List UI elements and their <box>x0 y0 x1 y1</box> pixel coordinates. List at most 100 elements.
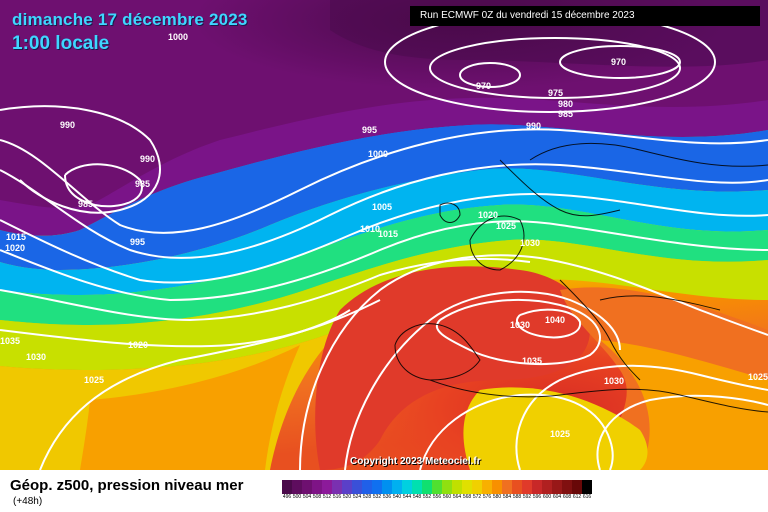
forecast-date: dimanche 17 décembre 2023 <box>12 10 248 29</box>
legend-swatch <box>442 480 452 494</box>
pressure-label: 1035 <box>0 336 20 346</box>
legend-tick-label: 528 <box>362 494 372 500</box>
pressure-label: 1025 <box>550 429 570 439</box>
legend-swatch <box>292 480 302 494</box>
legend-swatch <box>302 480 312 494</box>
legend-swatch <box>282 480 292 494</box>
coastlines <box>394 143 768 413</box>
legend-tick-label: 568 <box>462 494 472 500</box>
legend-swatch <box>482 480 492 494</box>
legend-swatch <box>402 480 412 494</box>
legend-swatch <box>582 480 592 494</box>
legend-swatch <box>382 480 392 494</box>
legend-swatch <box>312 480 322 494</box>
model-run-info: Run ECMWF 0Z du vendredi 15 décembre 202… <box>410 6 760 26</box>
legend-tick-label: 512 <box>322 494 332 500</box>
legend-swatch <box>372 480 382 494</box>
pressure-label: 1025 <box>748 372 768 382</box>
pressure-label: 970 <box>611 57 626 67</box>
legend-tick-label: 552 <box>422 494 432 500</box>
pressure-label: 985 <box>135 179 150 189</box>
legend-swatch <box>542 480 552 494</box>
pressure-label: 1005 <box>372 202 392 212</box>
pressure-label: 1015 <box>6 232 26 242</box>
legend-tick-label: 536 <box>382 494 392 500</box>
legend-tick-label: 520 <box>342 494 352 500</box>
map-footer: Géop. z500, pression niveau mer (+48h) 4… <box>0 470 768 512</box>
pressure-label: 995 <box>362 125 377 135</box>
pressure-label: 1020 <box>128 340 148 350</box>
legend-tick-label: 592 <box>522 494 532 500</box>
legend-tick-label: 540 <box>392 494 402 500</box>
pressure-labels: 1000 990 990 985 985 995 995 1000 1005 1… <box>0 32 768 439</box>
pressure-label: 1035 <box>522 356 542 366</box>
legend-swatch <box>502 480 512 494</box>
pressure-label: 985 <box>558 109 573 119</box>
legend-tick-label: 544 <box>402 494 412 500</box>
forecast-time: 1:00 locale <box>12 33 110 54</box>
pressure-label: 990 <box>526 121 541 131</box>
legend-tick-label: 560 <box>442 494 452 500</box>
legend-swatch <box>342 480 352 494</box>
legend-swatch <box>452 480 462 494</box>
legend-swatch <box>512 480 522 494</box>
pressure-label: 1040 <box>545 315 565 325</box>
copyright-notice: Copyright 2023 Meteociel.fr <box>350 456 481 467</box>
color-scale-legend: 496 500 504 508 512 516 520 524 528 532 536 540 544 5… <box>282 480 592 508</box>
pressure-label: 990 <box>60 120 75 130</box>
legend-tick-label: 504 <box>302 494 312 500</box>
legend-tick-label: 572 <box>472 494 482 500</box>
legend-tick-label: 584 <box>502 494 512 500</box>
legend-tick-label: 612 <box>572 494 582 500</box>
pressure-label: 1030 <box>510 320 530 330</box>
pressure-label: 975 <box>548 88 563 98</box>
legend-swatch <box>392 480 402 494</box>
legend-swatch <box>432 480 442 494</box>
pressure-label: 1000 <box>168 32 188 42</box>
color-scale-swatches <box>282 480 592 494</box>
legend-swatch <box>332 480 342 494</box>
legend-swatch <box>362 480 372 494</box>
pressure-label: 995 <box>130 237 145 247</box>
legend-swatch <box>532 480 542 494</box>
legend-tick-label: 604 <box>552 494 562 500</box>
legend-tick-label: 596 <box>532 494 542 500</box>
isobar-contours <box>0 11 768 470</box>
legend-tick-label: 508 <box>312 494 322 500</box>
pressure-label: 1025 <box>84 375 104 385</box>
legend-tick-label: 564 <box>452 494 462 500</box>
color-scale-labels: 496 500 504 508 512 516 520 524 528 532 536 540 544 5… <box>282 494 592 500</box>
pressure-label: 1015 <box>378 229 398 239</box>
legend-tick-label: 616 <box>582 494 592 500</box>
legend-swatch <box>492 480 502 494</box>
legend-tick-label: 548 <box>412 494 422 500</box>
pressure-label: 1030 <box>520 238 540 248</box>
legend-tick-label: 580 <box>492 494 502 500</box>
pressure-label: 1030 <box>26 352 46 362</box>
legend-swatch <box>352 480 362 494</box>
legend-swatch <box>462 480 472 494</box>
pressure-label: 1025 <box>496 221 516 231</box>
legend-tick-label: 576 <box>482 494 492 500</box>
legend-tick-label: 608 <box>562 494 572 500</box>
geopotential-field: 1000 990 990 985 985 995 995 1000 1005 1… <box>0 0 768 470</box>
pressure-label: 1000 <box>368 149 388 159</box>
legend-swatch <box>322 480 332 494</box>
pressure-label: 1020 <box>5 243 25 253</box>
legend-swatch <box>472 480 482 494</box>
legend-swatch <box>562 480 572 494</box>
pressure-label: 985 <box>78 199 93 209</box>
legend-tick-label: 556 <box>432 494 442 500</box>
legend-swatch <box>572 480 582 494</box>
pressure-label: 980 <box>558 99 573 109</box>
pressure-label: 970 <box>476 81 491 91</box>
legend-tick-label: 496 <box>282 494 292 500</box>
legend-tick-label: 588 <box>512 494 522 500</box>
pressure-label: 1010 <box>360 224 380 234</box>
pressure-label: 1030 <box>604 376 624 386</box>
legend-swatch <box>552 480 562 494</box>
forecast-lead: (+48h) <box>13 496 43 507</box>
pressure-label: 1020 <box>478 210 498 220</box>
forecast-map: 1000 990 990 985 985 995 995 1000 1005 1… <box>0 0 768 470</box>
legend-tick-label: 600 <box>542 494 552 500</box>
